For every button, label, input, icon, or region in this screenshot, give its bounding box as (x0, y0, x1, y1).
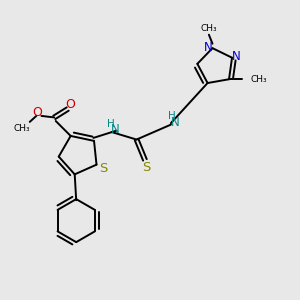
Text: H: H (107, 119, 115, 129)
Text: S: S (142, 161, 150, 174)
Text: N: N (110, 124, 119, 136)
Text: O: O (66, 98, 76, 111)
Text: CH₃: CH₃ (250, 75, 267, 84)
Text: CH₃: CH₃ (201, 24, 217, 33)
Text: N: N (170, 116, 179, 129)
Text: N: N (232, 50, 240, 63)
Text: CH₃: CH₃ (14, 124, 31, 133)
Text: S: S (99, 162, 107, 175)
Text: H: H (168, 111, 176, 121)
Text: O: O (32, 106, 42, 119)
Text: N: N (204, 41, 213, 54)
